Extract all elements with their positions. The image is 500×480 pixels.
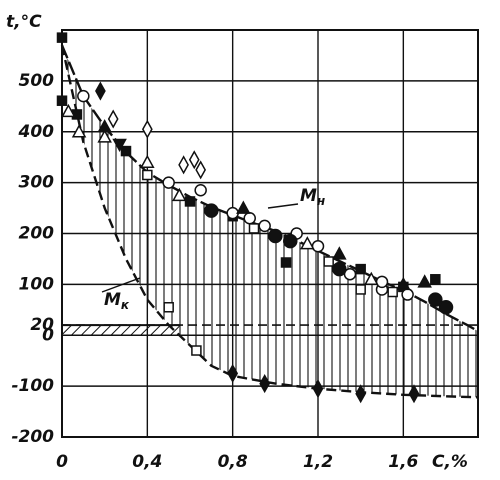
leader-line [267,203,299,209]
hatched-region [62,45,478,398]
curve-label-main: M [300,186,317,206]
x-tick-label: 1,2 [303,452,333,472]
marker [401,288,414,301]
marker [430,274,441,285]
marker [280,257,292,268]
marker [355,384,367,404]
marker [61,103,76,118]
marker [364,271,379,286]
marker [172,187,187,202]
reference-hatch [62,325,180,336]
x-tick-label: 0,8 [218,452,248,472]
y-tick-label: 0 [42,325,54,345]
marker [178,155,189,175]
y-tick-label: 100 [19,274,55,294]
marker [71,124,87,138]
marker [332,246,347,260]
y-tick-label: 400 [18,122,55,142]
marker [387,286,398,298]
marker [142,169,153,181]
marker [97,129,112,143]
curve [60,45,479,399]
marker [408,384,420,404]
marker [77,89,90,103]
curve-label: Mк [104,290,130,312]
marker [396,276,411,291]
marker [375,275,389,289]
marker [140,154,155,169]
marker [112,138,127,153]
marker [162,176,175,189]
y-tick-label: 300 [19,173,55,193]
marker [248,223,260,234]
x-axis-title: C,% [432,452,468,472]
marker [300,236,315,250]
y-tick-label: 20 [30,315,54,335]
curve-label-subscript: к [121,298,130,312]
marker [323,256,334,267]
y-tick-label: 200 [19,224,55,244]
marker [120,145,132,157]
marker [191,345,202,356]
marker [417,274,432,288]
marker [258,219,271,233]
marker [56,95,68,106]
x-tick-label: 1,6 [388,452,418,472]
marker [141,119,153,139]
y-tick-label: -100 [11,376,54,396]
marker [97,119,112,133]
marker [268,228,283,244]
x-tick-label: 0 [56,452,68,472]
marker [243,211,256,225]
marker [332,261,347,277]
marker [343,267,357,281]
marker [227,363,239,383]
y-axis-title: t,°C [6,12,42,32]
marker [283,233,298,249]
marker [95,81,106,101]
plot-frame [61,29,479,438]
marker [56,32,68,43]
marker [259,374,271,394]
marker [163,302,174,313]
marker [184,196,196,207]
marker [428,292,443,307]
leader-line [101,277,141,293]
curve-label-subscript: н [317,194,325,208]
marker [311,239,325,253]
curve-label-main: M [104,290,121,310]
x-tick-label: 0,4 [132,452,162,472]
marker [438,300,454,315]
marker [355,284,366,295]
marker [312,379,324,399]
marker [194,184,207,197]
marker [188,150,200,170]
marker [204,203,219,218]
marker [236,200,251,214]
marker [195,160,207,180]
curve-label: Mн [300,186,325,208]
y-tick-label: -200 [11,427,54,447]
marker [355,263,366,275]
y-tick-label: 500 [19,71,55,91]
marker [107,109,119,129]
